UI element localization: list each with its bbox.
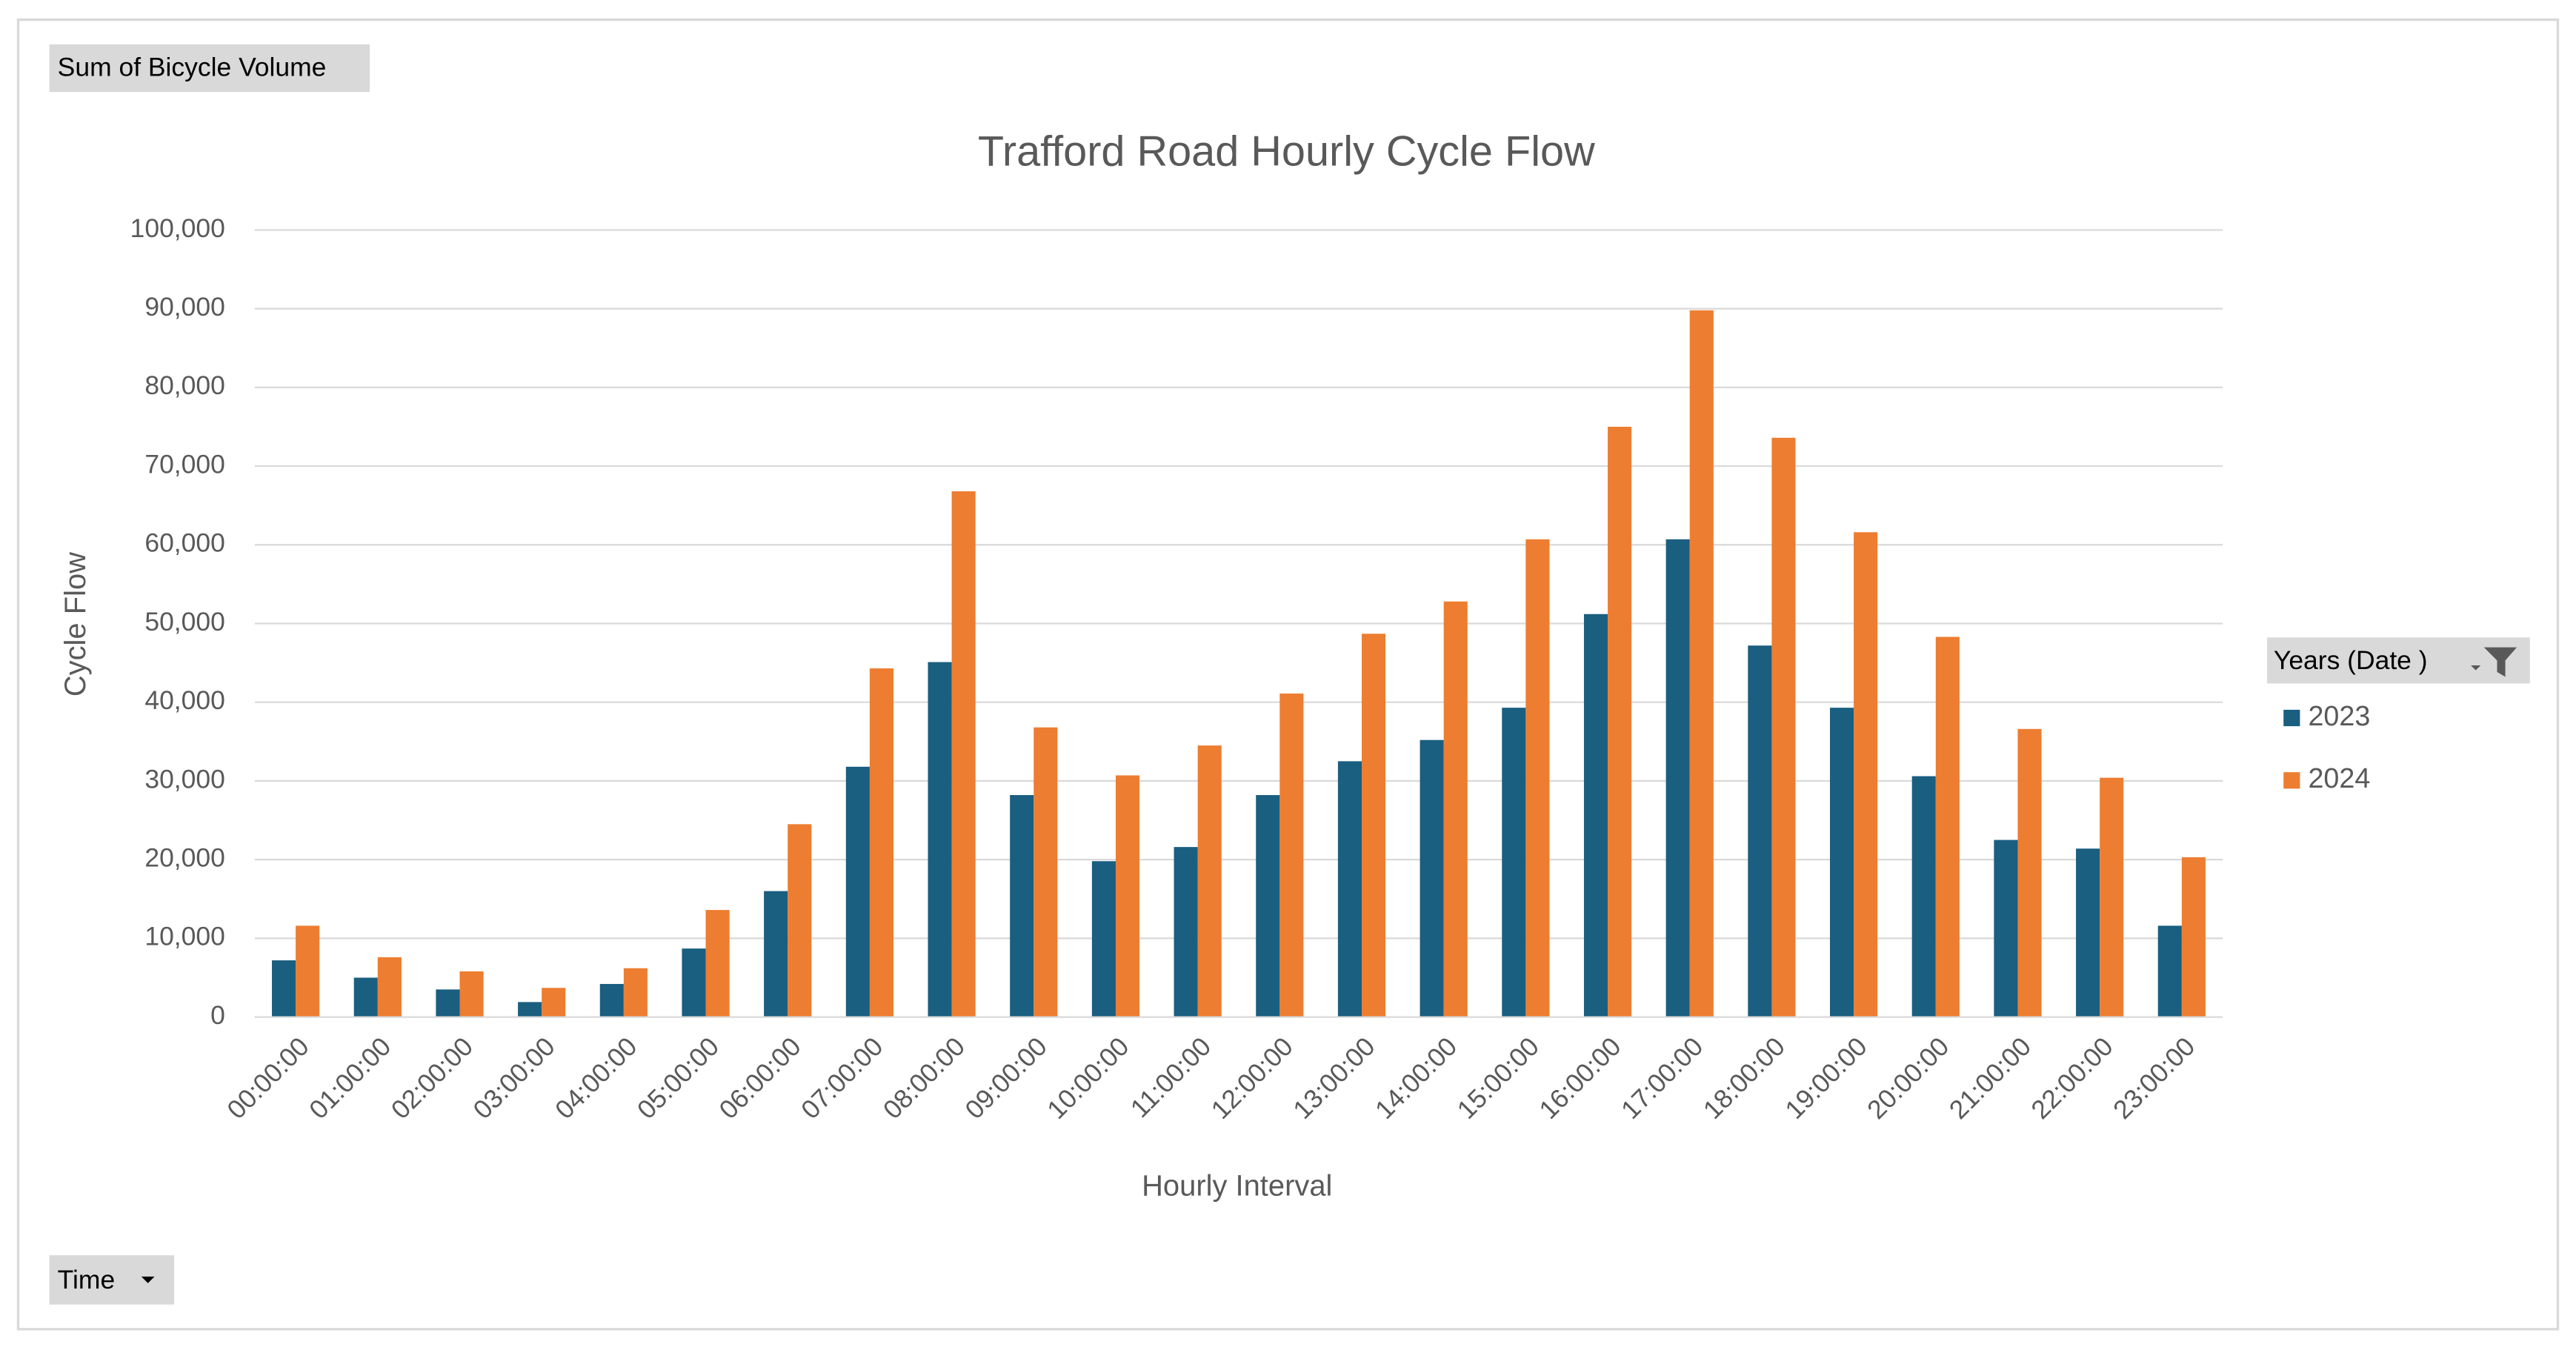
bar xyxy=(1362,634,1386,1017)
bar xyxy=(682,948,706,1017)
y-tick-label: 30,000 xyxy=(144,764,225,794)
button-label: Time xyxy=(58,1265,116,1294)
bar xyxy=(1583,614,1608,1017)
bar xyxy=(1443,601,1468,1017)
bar xyxy=(2017,728,2042,1017)
bar xyxy=(788,824,812,1017)
bar xyxy=(1420,739,1444,1017)
legend-title: Years (Date ) xyxy=(2274,645,2428,675)
bar xyxy=(1337,761,1362,1017)
legend-label: 2023 xyxy=(2308,700,2370,731)
bar xyxy=(459,971,484,1017)
bar xyxy=(599,983,624,1017)
legend-title-bg xyxy=(2267,637,2530,684)
bar xyxy=(542,988,566,1017)
chart-title: Trafford Road Hourly Cycle Flow xyxy=(978,128,1595,176)
y-tick-label: 40,000 xyxy=(144,685,225,715)
bar xyxy=(2157,925,2182,1017)
y-tick-label: 80,000 xyxy=(144,370,225,400)
bar xyxy=(1748,645,1772,1017)
bar xyxy=(1608,426,1632,1017)
bar xyxy=(2181,857,2206,1017)
bar xyxy=(1935,636,1960,1017)
bar xyxy=(1034,727,1058,1017)
y-tick-label: 50,000 xyxy=(144,607,225,636)
bar xyxy=(436,989,460,1017)
chart-frame xyxy=(16,18,2560,1331)
bar xyxy=(951,491,976,1017)
bar xyxy=(623,968,648,1017)
dropdown-arrow xyxy=(141,1276,155,1283)
bar xyxy=(705,910,730,1017)
x-axis-title: Hourly Interval xyxy=(1142,1170,1332,1203)
y-tick-label: 10,000 xyxy=(144,922,225,951)
bar xyxy=(1256,795,1280,1017)
bar xyxy=(869,668,894,1017)
y-axis-title: Cycle Flow xyxy=(59,552,92,697)
bar xyxy=(2100,777,2124,1017)
legend-title-button[interactable]: Years (Date ) xyxy=(2267,637,2530,684)
bar xyxy=(1174,847,1198,1017)
bar xyxy=(377,957,402,1017)
legend-label: 2024 xyxy=(2308,762,2370,794)
y-tick-label: 0 xyxy=(210,1000,225,1030)
bar xyxy=(1502,708,1526,1017)
y-tick-label: 60,000 xyxy=(144,528,225,558)
bar xyxy=(845,766,870,1017)
y-tick-label: 70,000 xyxy=(144,449,225,479)
bar xyxy=(1994,840,2018,1017)
bar xyxy=(1525,539,1550,1017)
y-tick-label: 20,000 xyxy=(144,843,225,873)
bar xyxy=(928,662,952,1017)
bar xyxy=(272,960,296,1017)
button-bg xyxy=(49,44,370,93)
bar xyxy=(353,977,378,1017)
bar xyxy=(1010,795,1034,1017)
values-field-button[interactable]: Sum of Bicycle Volume xyxy=(49,44,370,93)
bar xyxy=(518,1002,542,1017)
legend-swatch xyxy=(2283,772,2300,789)
button-bg xyxy=(49,1255,175,1305)
bar xyxy=(1197,745,1222,1017)
bar xyxy=(1115,775,1140,1017)
button-label: Sum of Bicycle Volume xyxy=(58,53,327,82)
y-tick-label: 90,000 xyxy=(144,292,225,322)
bar xyxy=(764,891,788,1017)
legend-swatch xyxy=(2283,709,2300,727)
axis-field-button[interactable]: Time xyxy=(49,1255,175,1305)
bar xyxy=(2076,848,2100,1017)
y-tick-label: 100,000 xyxy=(130,213,225,243)
filter-icon xyxy=(2471,647,2517,677)
bar xyxy=(1279,694,1304,1017)
bar xyxy=(1689,310,1714,1017)
bar xyxy=(1830,708,1854,1017)
bar xyxy=(1665,539,1690,1017)
bar xyxy=(1091,861,1116,1017)
bar xyxy=(296,925,320,1017)
bar xyxy=(1854,532,1878,1017)
bar xyxy=(1911,776,1936,1017)
bar xyxy=(1771,437,1796,1017)
